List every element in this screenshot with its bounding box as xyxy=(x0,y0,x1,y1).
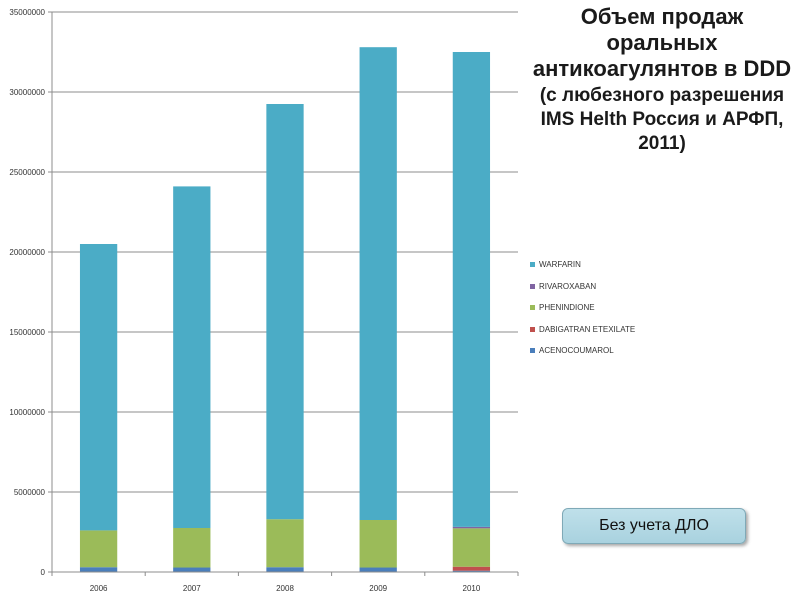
bar-phenindione-2010 xyxy=(452,528,491,567)
bar-acenocoumarol-2008 xyxy=(266,567,304,572)
bar-phenindione-2009 xyxy=(359,520,397,568)
bar-acenocoumarol-2007 xyxy=(173,567,211,572)
chart-title: Объем продаж оральных антикоагулянтов в … xyxy=(532,4,792,81)
chart-subtitle: (с любезного разрешения IMS Helth Россия… xyxy=(539,85,785,154)
bar-phenindione-2006 xyxy=(79,530,118,568)
no-dlo-button[interactable]: Без учета ДЛО xyxy=(562,508,746,544)
y-tick-label: 0 xyxy=(41,568,46,577)
x-tick-label: 2009 xyxy=(369,584,387,593)
bar-warfarin-2006 xyxy=(79,244,118,531)
legend-swatch xyxy=(530,348,535,354)
x-tick-label: 2006 xyxy=(90,584,108,593)
legend-label: PHENINDIONE xyxy=(539,303,595,313)
x-tick-label: 2010 xyxy=(463,584,481,593)
y-tick-label: 35000000 xyxy=(9,8,45,17)
bar-rivaroxaban-2010 xyxy=(452,526,491,529)
x-tick-label: 2008 xyxy=(276,584,294,593)
chart-legend: WARFARIN RIVAROXABAN PHENINDIONE DABIGATRAN… xyxy=(530,254,635,362)
bar-phenindione-2007 xyxy=(173,528,211,568)
legend-swatch xyxy=(530,262,535,268)
y-tick-label: 25000000 xyxy=(9,168,45,177)
legend-swatch xyxy=(530,283,535,289)
y-tick-label: 15000000 xyxy=(9,328,45,337)
y-tick-label: 20000000 xyxy=(9,248,45,257)
bar-acenocoumarol-2006 xyxy=(79,567,118,572)
legend-label: DABIGATRAN ETEXILATE xyxy=(539,324,636,334)
bar-acenocoumarol-2010 xyxy=(452,570,491,572)
y-tick-label: 10000000 xyxy=(9,408,45,417)
legend-swatch xyxy=(530,326,535,332)
legend-label: WARFARIN xyxy=(539,260,581,270)
legend-item: RIVAROXABAN xyxy=(530,276,635,298)
bar-warfarin-2010 xyxy=(452,52,491,527)
bar-warfarin-2008 xyxy=(266,104,304,520)
legend-item: ACENOCOUMAROL xyxy=(530,340,635,362)
bar-acenocoumarol-2009 xyxy=(359,567,397,572)
y-tick-label: 5000000 xyxy=(14,488,46,497)
bar-warfarin-2007 xyxy=(173,186,211,528)
bar-warfarin-2009 xyxy=(359,47,397,520)
y-tick-label: 30000000 xyxy=(9,88,45,97)
legend-item: PHENINDIONE xyxy=(530,297,635,319)
legend-swatch xyxy=(530,305,535,311)
bar-phenindione-2008 xyxy=(266,519,304,568)
legend-label: ACENOCOUMAROL xyxy=(539,346,614,356)
legend-item: DABIGATRAN ETEXILATE xyxy=(530,319,635,341)
chart-title-block: Объем продаж оральных антикоагулянтов в … xyxy=(528,4,796,156)
legend-label: RIVAROXABAN xyxy=(539,281,597,291)
legend-item: WARFARIN xyxy=(530,254,635,276)
x-tick-label: 2007 xyxy=(183,584,201,593)
bar-dabigatran-etexilate-2010 xyxy=(452,566,491,571)
